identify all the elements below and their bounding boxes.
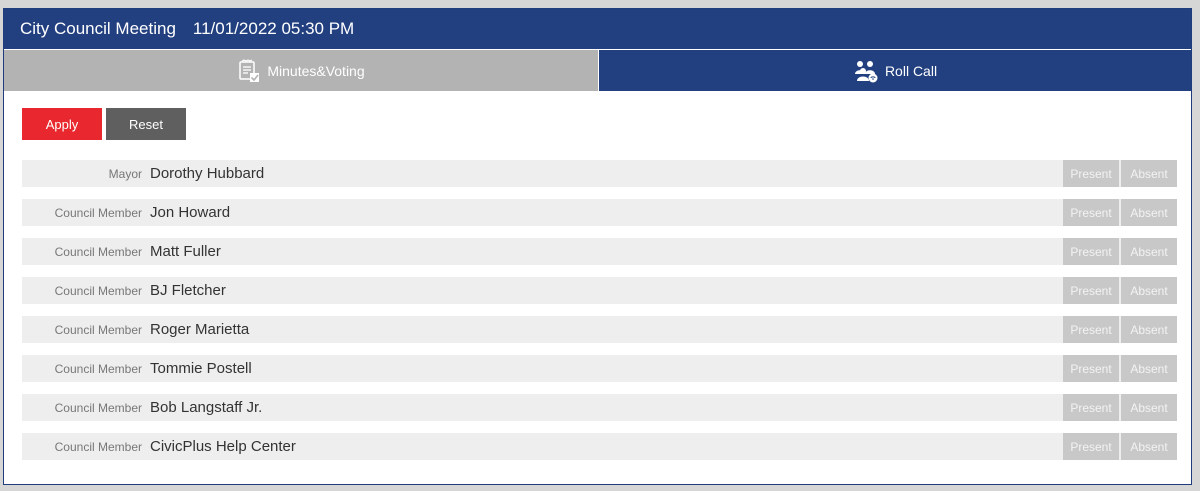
member-role: Mayor [108,166,142,181]
member-name: Matt Fuller [150,243,221,260]
clipboard-check-icon [237,58,261,83]
absent-button[interactable]: Absent [1121,160,1177,187]
member-name: CivicPlus Help Center [150,438,296,455]
member-row: Council Member Jon Howard Present Absent [22,199,1177,226]
action-buttons: Apply Reset [22,108,1177,140]
absent-button[interactable]: Absent [1121,277,1177,304]
roll-call-panel: City Council Meeting 11/01/2022 05:30 PM… [3,8,1192,485]
member-name: Dorothy Hubbard [150,165,265,182]
present-button[interactable]: Present [1063,394,1119,421]
present-button[interactable]: Present [1063,238,1119,265]
member-role: Council Member [54,439,142,454]
apply-button[interactable]: Apply [22,108,102,140]
meeting-datetime: 11/01/2022 05:30 PM [192,19,355,38]
meeting-header: City Council Meeting 11/01/2022 05:30 PM [4,9,1191,50]
member-row: Mayor Dorothy Hubbard Present Absent [22,160,1177,187]
member-row: Council Member CivicPlus Help Center Prese… [22,433,1177,460]
absent-button[interactable]: Absent [1121,199,1177,226]
absent-button[interactable]: Absent [1121,316,1177,343]
present-button[interactable]: Present [1063,316,1119,343]
member-role: Council Member [54,322,142,337]
reset-button[interactable]: Reset [106,108,186,140]
member-name: Roger Marietta [150,321,250,338]
member-row: Council Member Roger Marietta Present Absen… [22,316,1177,343]
member-name: Jon Howard [150,204,231,221]
absent-button[interactable]: Absent [1121,355,1177,382]
present-button[interactable]: Present [1063,433,1119,460]
people-group-icon [853,59,879,83]
member-role: Council Member [54,205,142,220]
absent-button[interactable]: Absent [1121,238,1177,265]
roll-call-content: Apply Reset Mayor Dorothy Hubbard Present A… [4,91,1191,460]
member-row: Council Member Matt Fuller Present Absent [22,238,1177,265]
present-button[interactable]: Present [1063,160,1119,187]
member-role: Council Member [54,283,142,298]
member-name: Bob Langstaff Jr. [150,399,263,416]
member-role: Council Member [54,244,142,259]
absent-button[interactable]: Absent [1121,433,1177,460]
tab-roll-call[interactable]: Roll Call [599,50,1191,91]
member-name: BJ Fletcher [150,282,226,299]
present-button[interactable]: Present [1063,199,1119,226]
tab-minutes-voting-label: Minutes&Voting [267,62,365,79]
tab-roll-call-label: Roll Call [884,62,938,79]
member-name: Tommie Postell [150,360,252,377]
present-button[interactable]: Present [1063,277,1119,304]
member-role: Council Member [54,361,142,376]
member-row: Council Member BJ Fletcher Present Absent [22,277,1177,304]
tab-minutes-voting[interactable]: Minutes&Voting [4,50,599,91]
meeting-title: City Council Meeting [20,19,176,38]
member-row: Council Member Tommie Postell Present Absen… [22,355,1177,382]
present-button[interactable]: Present [1063,355,1119,382]
member-list: Mayor Dorothy Hubbard Present Absent Council… [22,160,1177,460]
absent-button[interactable]: Absent [1121,394,1177,421]
member-role: Council Member [54,400,142,415]
member-row: Council Member Bob Langstaff Jr. Present Ab… [22,394,1177,421]
tab-bar: Minutes&Voting Roll Call [4,50,1191,91]
